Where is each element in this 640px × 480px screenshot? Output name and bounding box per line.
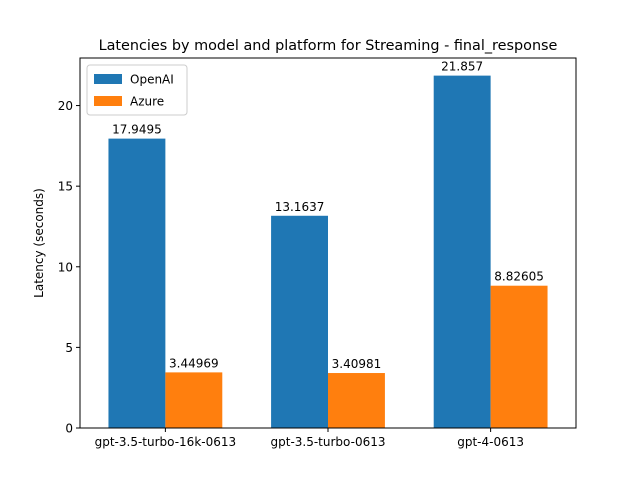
plot-area: 17.9495 13.1637 21.857 3.44969 3.40981 8.8260… bbox=[58, 57, 577, 449]
bar-azure-0 bbox=[165, 372, 223, 428]
bar-value-label: 21.857 bbox=[441, 60, 483, 74]
legend-swatch-openai bbox=[94, 74, 122, 84]
y-tick-label: 10 bbox=[58, 260, 73, 274]
x-tick-label: gpt-3.5-turbo-16k-0613 bbox=[95, 435, 237, 449]
y-tick-label: 5 bbox=[65, 341, 73, 355]
y-axis-label: Latency (seconds) bbox=[32, 188, 46, 298]
bar-azure-2 bbox=[490, 285, 548, 428]
x-tick-label: gpt-3.5-turbo-0613 bbox=[271, 435, 386, 449]
y-tick-label: 20 bbox=[58, 99, 73, 113]
chart-title: Latencies by model and platform for Stre… bbox=[99, 38, 558, 54]
bar-value-label: 8.82605 bbox=[494, 270, 544, 284]
bar-value-label: 17.9495 bbox=[112, 123, 162, 137]
bar-value-label: 3.40981 bbox=[332, 357, 382, 371]
x-tick-label: gpt-4-0613 bbox=[457, 435, 524, 449]
bar-azure-1 bbox=[328, 373, 385, 428]
bar-openai-2 bbox=[433, 75, 491, 429]
legend-label-openai: OpenAI bbox=[130, 73, 174, 87]
legend-label-azure: Azure bbox=[130, 95, 164, 109]
bar-value-label: 13.1637 bbox=[275, 200, 325, 214]
bar-openai-0 bbox=[108, 138, 166, 428]
y-tick-label: 0 bbox=[65, 422, 73, 436]
legend-swatch-azure bbox=[94, 96, 122, 106]
bar-openai-1 bbox=[271, 215, 328, 428]
y-tick-label: 15 bbox=[58, 180, 73, 194]
bar-value-label: 3.44969 bbox=[169, 356, 219, 370]
